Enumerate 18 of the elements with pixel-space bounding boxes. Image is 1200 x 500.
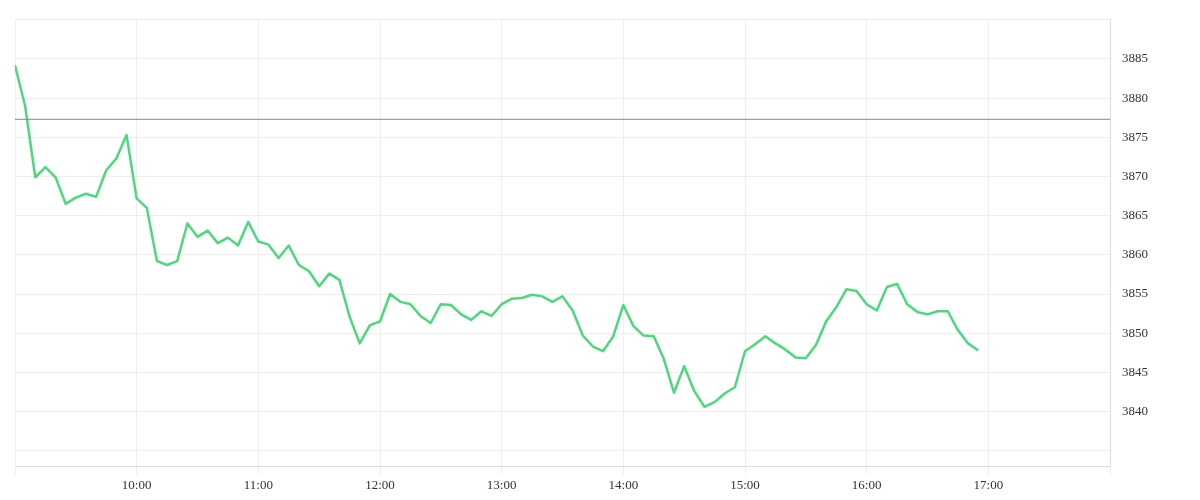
y-tick-label: 3840 (1122, 402, 1148, 418)
x-tick-label: 15:00 (730, 476, 760, 492)
y-tick-label: 3845 (1122, 363, 1148, 379)
x-tick-label: 11:00 (243, 476, 273, 492)
x-tick-label: 16:00 (851, 476, 882, 492)
y-tick-label: 3860 (1122, 246, 1148, 262)
y-tick-label: 3880 (1122, 89, 1148, 105)
y-tick-label: 3875 (1122, 128, 1148, 144)
x-tick-label: 12:00 (365, 476, 395, 492)
x-tick-label: 17:00 (973, 476, 1004, 492)
y-tick-label: 3865 (1122, 207, 1148, 223)
y-tick-label: 3855 (1122, 285, 1148, 301)
x-tick-label: 14:00 (608, 476, 639, 492)
y-tick-label: 3885 (1122, 50, 1148, 66)
y-tick-label: 3870 (1122, 167, 1148, 183)
x-tick-label: 13:00 (486, 476, 517, 492)
x-tick-label: 10:00 (121, 476, 152, 492)
y-tick-label: 3850 (1122, 324, 1148, 340)
